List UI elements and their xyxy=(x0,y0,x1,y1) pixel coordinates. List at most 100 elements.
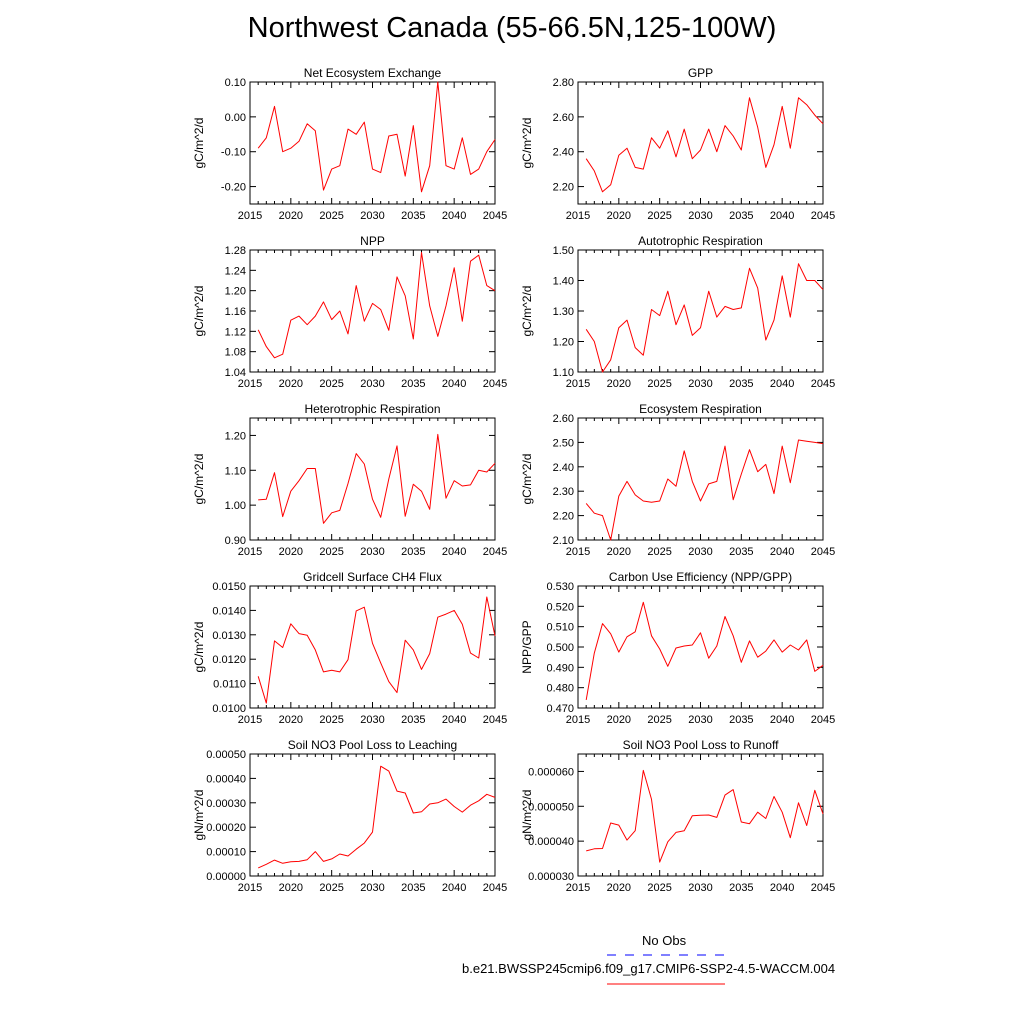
plot-frame xyxy=(577,249,824,373)
figure-title: Northwest Canada (55-66.5N,125-100W) xyxy=(247,12,777,44)
series-line xyxy=(257,252,496,359)
series-line xyxy=(586,769,824,863)
y-tick-label: 1.10 xyxy=(553,367,574,379)
x-tick-label: 2030 xyxy=(688,210,712,222)
series-line xyxy=(257,596,496,704)
y-tick-label: 2.20 xyxy=(553,182,574,194)
x-tick-label: 2040 xyxy=(770,210,794,222)
x-tick-label: 2040 xyxy=(442,210,466,222)
y-axis-label: gN/m^2/d xyxy=(520,790,534,841)
y-tick-label: 1.10 xyxy=(225,465,246,477)
x-tick-label: 2015 xyxy=(566,546,590,558)
x-tick-label: 2015 xyxy=(238,714,262,726)
y-tick-label: -0.10 xyxy=(221,147,246,159)
y-tick-label: 1.00 xyxy=(225,500,246,512)
x-tick-label: 2030 xyxy=(360,546,384,558)
legend-obs-label: No Obs xyxy=(642,933,687,948)
x-tick-label: 2040 xyxy=(770,882,794,894)
x-tick-label: 2015 xyxy=(238,882,262,894)
x-tick-label: 2015 xyxy=(566,882,590,894)
y-tick-label: 1.16 xyxy=(225,306,246,318)
x-tick-label: 2015 xyxy=(238,546,262,558)
x-tick-label: 2025 xyxy=(319,546,343,558)
y-axis-label: gC/m^2/d xyxy=(192,118,206,169)
y-tick-label: 1.20 xyxy=(225,430,246,442)
panel-carbon-use-efficiency-npp-gpp: Carbon Use Efficiency (NPP/GPP) 2015 2020 2… xyxy=(520,570,835,726)
y-tick-label: 0.00 xyxy=(225,112,246,124)
x-tick-label: 2030 xyxy=(688,714,712,726)
y-tick-label: 1.40 xyxy=(553,276,574,288)
x-tick-label: 2040 xyxy=(442,546,466,558)
y-axis-label: NPP/GPP xyxy=(520,620,534,673)
y-tick-label: 1.20 xyxy=(225,286,246,298)
x-tick-label: 2030 xyxy=(360,210,384,222)
y-tick-label: 1.08 xyxy=(225,347,246,359)
x-tick-label: 2035 xyxy=(729,714,753,726)
y-axis-label: gC/m^2/d xyxy=(192,622,206,673)
x-tick-label: 2040 xyxy=(442,714,466,726)
x-tick-label: 2035 xyxy=(401,378,425,390)
x-tick-label: 2015 xyxy=(566,210,590,222)
panel-soil-no3-pool-loss-to-runoff: Soil NO3 Pool Loss to Runoff 2015 2020 2025… xyxy=(520,738,835,894)
panel-title: Net Ecosystem Exchange xyxy=(304,66,442,80)
y-tick-label: 0.000030 xyxy=(528,871,574,883)
panel-npp: NPP 2015 2020 2025 2030 2035 2040 2045 1.04 1.08 1… xyxy=(192,234,507,390)
x-tick-label: 2045 xyxy=(483,210,507,222)
x-tick-label: 2035 xyxy=(401,714,425,726)
y-tick-label: 2.20 xyxy=(553,511,574,523)
x-tick-label: 2040 xyxy=(770,378,794,390)
y-tick-label: 0.10 xyxy=(225,77,246,89)
y-tick-label: 0.0100 xyxy=(212,703,246,715)
x-tick-label: 2025 xyxy=(319,210,343,222)
x-tick-label: 2040 xyxy=(442,378,466,390)
y-tick-label: 1.24 xyxy=(225,265,246,277)
x-tick-label: 2020 xyxy=(607,882,631,894)
x-tick-label: 2045 xyxy=(483,378,507,390)
y-tick-label: 0.480 xyxy=(546,683,574,695)
y-tick-label: 2.60 xyxy=(553,413,574,425)
legend-model-label: b.e21.BWSSP245cmip6.f09_g17.CMIP6-SSP2-4… xyxy=(462,961,836,976)
y-tick-label: 2.60 xyxy=(553,112,574,124)
y-axis-label: gC/m^2/d xyxy=(520,118,534,169)
y-tick-label: 0.00040 xyxy=(206,773,246,785)
series-line xyxy=(585,263,824,373)
x-tick-label: 2045 xyxy=(811,546,835,558)
series-line xyxy=(258,433,496,524)
y-axis-label: gC/m^2/d xyxy=(520,454,534,505)
panel-gpp: GPP 2015 2020 2025 2030 2035 2040 2045 2.20 2.40 2… xyxy=(520,66,835,222)
x-tick-label: 2025 xyxy=(319,378,343,390)
y-axis-label: gC/m^2/d xyxy=(192,454,206,505)
panel-ecosystem-respiration: Ecosystem Respiration 2015 2020 2025 2030 203… xyxy=(520,402,835,558)
legend-swatches xyxy=(607,954,725,985)
y-tick-label: 2.40 xyxy=(553,462,574,474)
x-tick-label: 2015 xyxy=(238,210,262,222)
x-tick-label: 2025 xyxy=(647,714,671,726)
x-tick-label: 2035 xyxy=(729,210,753,222)
x-tick-label: 2020 xyxy=(607,210,631,222)
panel-title: Soil NO3 Pool Loss to Leaching xyxy=(288,738,457,752)
x-tick-label: 2020 xyxy=(607,714,631,726)
x-tick-label: 2045 xyxy=(483,882,507,894)
y-tick-label: 0.00000 xyxy=(206,871,246,883)
legend: No Obs b.e21.BWSSP245cmip6.f09_g17.CMIP6… xyxy=(0,920,1024,1024)
y-tick-label: 0.0130 xyxy=(212,630,246,642)
y-tick-label: 2.50 xyxy=(553,437,574,449)
y-tick-label: 0.0120 xyxy=(212,654,246,666)
y-axis-label: gC/m^2/d xyxy=(520,286,534,337)
y-axis-label: gN/m^2/d xyxy=(192,790,206,841)
y-tick-label: 1.04 xyxy=(225,367,246,379)
x-tick-label: 2030 xyxy=(360,714,384,726)
x-tick-label: 2020 xyxy=(279,378,303,390)
x-tick-label: 2030 xyxy=(688,882,712,894)
x-tick-label: 2030 xyxy=(688,378,712,390)
y-tick-label: 0.530 xyxy=(546,581,574,593)
x-tick-label: 2040 xyxy=(442,882,466,894)
y-tick-label: 0.90 xyxy=(225,535,246,547)
x-tick-label: 2045 xyxy=(483,546,507,558)
series-line xyxy=(585,601,824,700)
x-tick-label: 2020 xyxy=(279,210,303,222)
y-tick-label: 0.520 xyxy=(546,601,574,613)
x-tick-label: 2025 xyxy=(319,882,343,894)
panel-title: Autotrophic Respiration xyxy=(638,234,763,248)
y-tick-label: 1.28 xyxy=(225,245,246,257)
